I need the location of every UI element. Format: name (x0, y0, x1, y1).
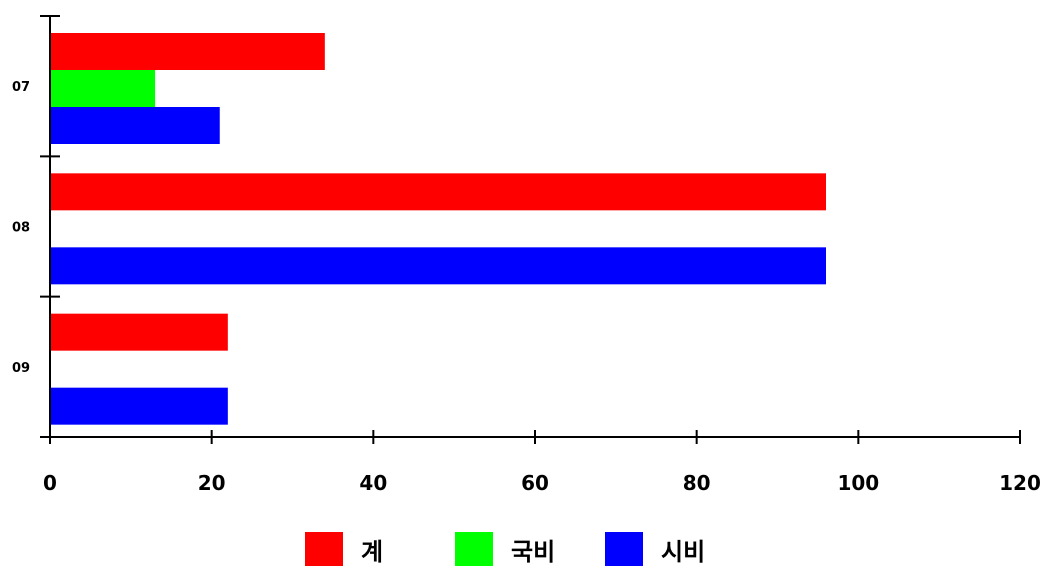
x-tick-label: 100 (837, 471, 879, 495)
bar-09-series-2 (51, 387, 228, 425)
legend-item-city: 시비 (605, 532, 705, 566)
x-tick-label: 40 (359, 471, 387, 495)
x-tick-label: 20 (198, 471, 226, 495)
legend-label-city: 시비 (661, 537, 706, 566)
legend: 계 국비 시비 (0, 528, 1052, 568)
bar-07-series-2 (51, 107, 220, 144)
x-tick-label: 60 (521, 471, 549, 495)
legend-swatch-total (305, 532, 343, 566)
x-tick-label: 0 (43, 471, 57, 495)
bar-chart: 0 20 40 60 80 100 120 07 08 09 (12, 15, 1041, 495)
x-ticks-group: 0 20 40 60 80 100 120 (43, 430, 1041, 495)
bars-group (51, 33, 826, 425)
bar-09-series-0 (51, 313, 228, 351)
bar-07-series-1 (51, 70, 156, 107)
bar-07-series-0 (51, 33, 325, 70)
bar-08-series-2 (51, 247, 826, 285)
y-category-label: 08 (12, 221, 30, 236)
legend-swatch-city (605, 532, 643, 566)
bar-08-series-0 (51, 173, 826, 211)
y-ticks-group: 07 08 09 (12, 15, 60, 438)
legend-item-national: 국비 (455, 532, 555, 566)
x-tick-label: 120 (999, 471, 1041, 495)
legend-item-total: 계 (305, 532, 383, 566)
axes-group (49, 16, 1020, 438)
y-category-label: 07 (12, 80, 30, 95)
legend-swatch-national (455, 532, 493, 566)
y-category-label: 09 (12, 361, 30, 376)
x-tick-label: 80 (683, 471, 711, 495)
legend-label-national: 국비 (511, 537, 556, 566)
legend-label-total: 계 (361, 537, 384, 566)
